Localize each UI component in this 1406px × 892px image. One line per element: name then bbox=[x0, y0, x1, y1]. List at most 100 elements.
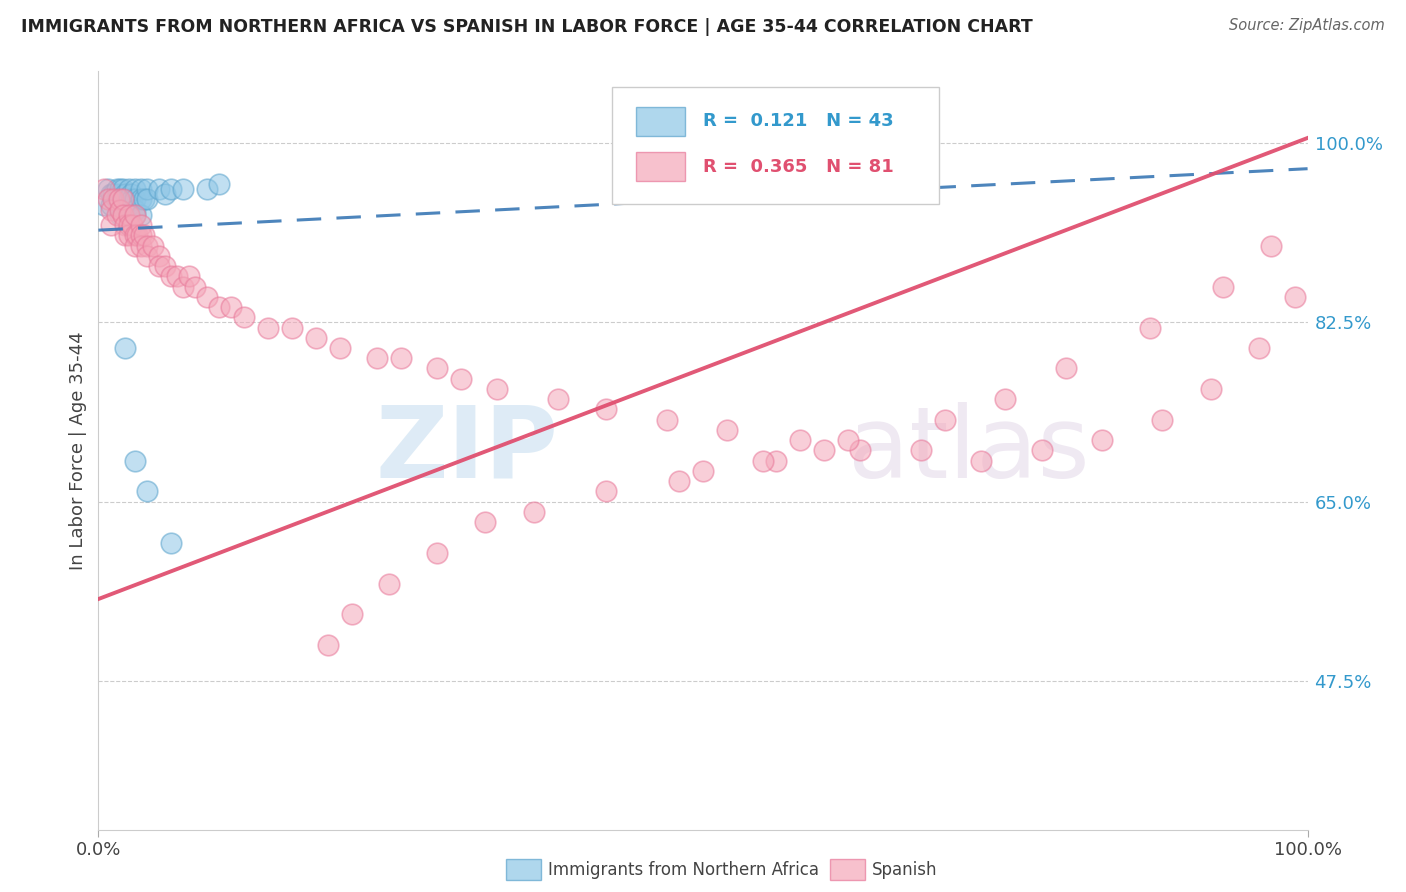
Point bbox=[450, 372, 472, 386]
Point bbox=[692, 464, 714, 478]
Point bbox=[232, 310, 254, 325]
Point bbox=[111, 182, 134, 196]
Point bbox=[256, 320, 278, 334]
Point bbox=[752, 453, 775, 467]
Point bbox=[118, 182, 141, 196]
Point bbox=[547, 392, 569, 407]
Point bbox=[121, 193, 143, 207]
Point bbox=[1031, 443, 1053, 458]
Point bbox=[142, 238, 165, 252]
Point bbox=[97, 193, 120, 207]
Point bbox=[837, 434, 859, 448]
Point bbox=[148, 182, 170, 196]
Point bbox=[118, 218, 141, 232]
Point bbox=[118, 197, 141, 211]
Point bbox=[108, 202, 131, 217]
Point bbox=[120, 187, 142, 202]
Point bbox=[1091, 434, 1114, 448]
Point bbox=[118, 208, 141, 222]
Point bbox=[1199, 382, 1222, 396]
Point bbox=[129, 238, 152, 252]
Point bbox=[118, 228, 141, 243]
Point bbox=[179, 269, 201, 284]
Point bbox=[426, 546, 449, 560]
Point bbox=[101, 187, 124, 202]
Point bbox=[172, 182, 194, 196]
Point bbox=[1260, 238, 1282, 252]
Text: R =  0.365   N = 81: R = 0.365 N = 81 bbox=[703, 158, 894, 176]
Point bbox=[208, 300, 231, 314]
Point bbox=[121, 218, 143, 232]
Point bbox=[135, 249, 157, 263]
Point bbox=[910, 443, 932, 458]
Point bbox=[160, 269, 183, 284]
Point bbox=[1152, 413, 1174, 427]
Point bbox=[114, 218, 136, 232]
Point bbox=[108, 187, 131, 202]
Point bbox=[118, 193, 141, 207]
Point bbox=[129, 193, 152, 207]
Point bbox=[124, 202, 146, 217]
Point bbox=[129, 228, 152, 243]
Point bbox=[111, 208, 134, 222]
Text: atlas: atlas bbox=[848, 402, 1090, 499]
Point bbox=[934, 413, 956, 427]
Point bbox=[111, 202, 134, 217]
Point bbox=[1284, 290, 1306, 304]
Text: Immigrants from Northern Africa: Immigrants from Northern Africa bbox=[548, 861, 820, 879]
Point bbox=[208, 177, 231, 191]
Point bbox=[329, 341, 352, 355]
Point bbox=[595, 484, 617, 499]
Point bbox=[1249, 341, 1271, 355]
Point bbox=[124, 453, 146, 467]
Point bbox=[486, 382, 509, 396]
Point bbox=[281, 320, 304, 334]
Point bbox=[195, 182, 218, 196]
Text: Source: ZipAtlas.com: Source: ZipAtlas.com bbox=[1229, 18, 1385, 33]
Point bbox=[114, 197, 136, 211]
Point bbox=[134, 193, 156, 207]
Point bbox=[111, 193, 134, 207]
Point bbox=[342, 607, 364, 622]
FancyBboxPatch shape bbox=[613, 87, 939, 204]
Point bbox=[377, 576, 399, 591]
Point bbox=[789, 434, 811, 448]
Point bbox=[93, 197, 115, 211]
Point bbox=[118, 218, 141, 232]
Point bbox=[124, 193, 146, 207]
Point bbox=[114, 187, 136, 202]
Point bbox=[160, 182, 183, 196]
Point bbox=[124, 238, 146, 252]
FancyBboxPatch shape bbox=[637, 107, 685, 136]
Point bbox=[111, 208, 134, 222]
Point bbox=[813, 443, 835, 458]
Point bbox=[111, 193, 134, 207]
Y-axis label: In Labor Force | Age 35-44: In Labor Force | Age 35-44 bbox=[69, 331, 87, 570]
Point bbox=[849, 443, 872, 458]
Point bbox=[129, 182, 152, 196]
Point bbox=[100, 187, 122, 202]
Point bbox=[108, 208, 131, 222]
Text: ZIP: ZIP bbox=[375, 402, 558, 499]
Point bbox=[129, 208, 152, 222]
Point bbox=[668, 474, 690, 488]
Point bbox=[100, 202, 122, 217]
Text: IMMIGRANTS FROM NORTHERN AFRICA VS SPANISH IN LABOR FORCE | AGE 35-44 CORRELATIO: IMMIGRANTS FROM NORTHERN AFRICA VS SPANI… bbox=[21, 18, 1033, 36]
Point bbox=[426, 361, 449, 376]
Point bbox=[474, 515, 496, 529]
Point bbox=[118, 208, 141, 222]
Point bbox=[97, 182, 120, 196]
Point bbox=[221, 300, 243, 314]
Point bbox=[135, 193, 157, 207]
FancyBboxPatch shape bbox=[637, 153, 685, 181]
Point bbox=[135, 484, 157, 499]
Point bbox=[195, 290, 218, 304]
Point bbox=[114, 341, 136, 355]
Point bbox=[124, 182, 146, 196]
Point bbox=[523, 505, 546, 519]
Point bbox=[100, 218, 122, 232]
Point bbox=[135, 238, 157, 252]
Point bbox=[655, 413, 678, 427]
Point bbox=[108, 182, 131, 196]
Point bbox=[595, 402, 617, 417]
